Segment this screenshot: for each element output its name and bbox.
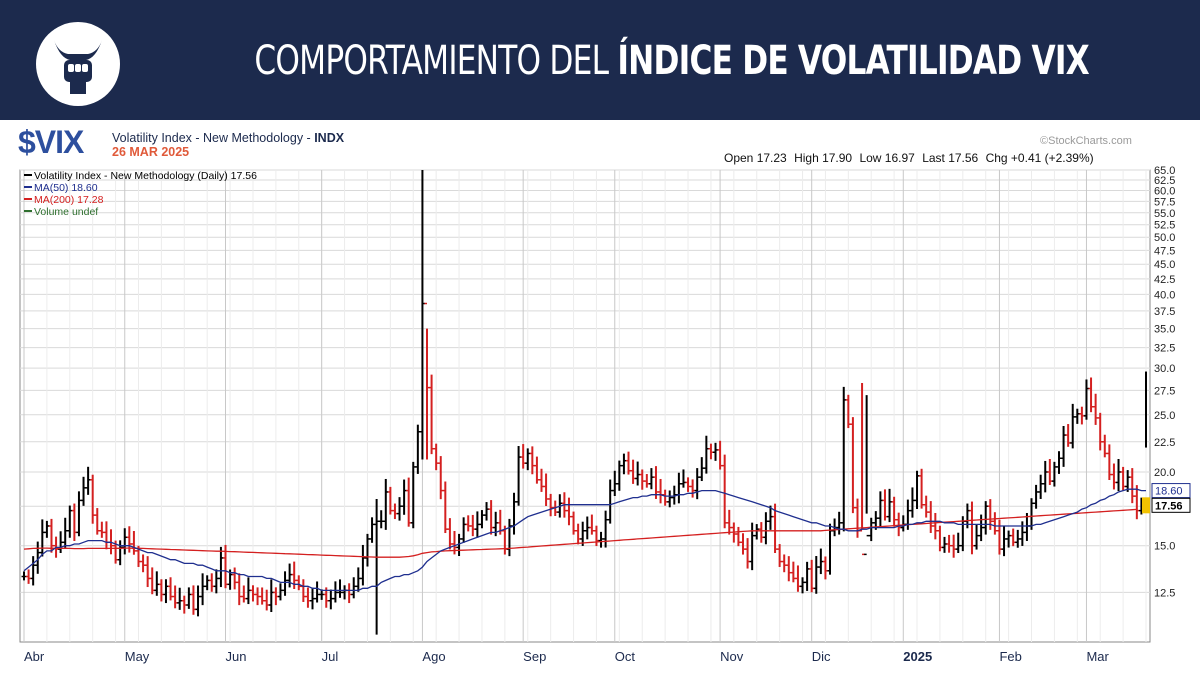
x-tick-label: Jun xyxy=(226,649,247,664)
last-value-box xyxy=(1151,483,1191,499)
y-tick-label: 40.0 xyxy=(1154,289,1175,301)
y-tick-label: 32.5 xyxy=(1154,343,1175,355)
bull-fist-icon xyxy=(36,22,120,106)
x-tick-label: 2025 xyxy=(903,649,932,664)
ticker-symbol: $VIX xyxy=(18,124,84,160)
y-tick-label: 52.5 xyxy=(1154,220,1175,232)
ma200-line xyxy=(23,508,1137,558)
banner-title: COMPORTAMIENTO DEL ÍNDICE DE VOLATILIDAD… xyxy=(254,28,1089,94)
y-tick-label: 30.0 xyxy=(1154,363,1175,375)
x-tick-label: Jul xyxy=(322,649,339,664)
y-tick-label: 47.5 xyxy=(1154,245,1175,257)
y-tick-label: 37.5 xyxy=(1154,306,1175,318)
x-tick-label: Dic xyxy=(812,649,831,664)
vix-price-chart: 12.5 15.0 20.0 22.5 25.0 27.5 30.0 32.5 35.0 37.5… xyxy=(19,165,1191,664)
title-banner: COMPORTAMIENTO DEL ÍNDICE DE VOLATILIDAD… xyxy=(0,0,1200,120)
ma50-line xyxy=(23,488,1146,592)
y-tick-label: 12.5 xyxy=(1154,587,1175,599)
banner-title-bold: ÍNDICE DE VOLATILIDAD VIX xyxy=(617,38,1089,84)
ticker-description: Volatility Index - New Methodology - IND… xyxy=(112,131,344,145)
exchange-label: INDX xyxy=(314,131,345,145)
x-tick-label: Nov xyxy=(720,649,744,664)
y-tick-label: 62.5 xyxy=(1154,175,1175,187)
x-tick-label: Oct xyxy=(615,649,636,664)
change-value: Chg +0.41 (+2.39%) xyxy=(985,151,1094,165)
last-price-marker xyxy=(1142,497,1150,514)
y-tick-label: 55.0 xyxy=(1154,208,1175,220)
last-value: Last 17.56 xyxy=(922,151,979,165)
ohlc-readout: Open 17.23 High 17.90 Low 16.97 Last 17.… xyxy=(724,151,1098,165)
legend-entry: MA(200) 17.28 xyxy=(34,194,104,206)
y-tick-label: 65.0 xyxy=(1154,165,1175,177)
source-credit: ©StockCharts.com xyxy=(1040,135,1132,147)
description-text: Volatility Index - New Methodology - xyxy=(112,131,315,145)
last-value-box xyxy=(1151,497,1191,513)
chart-date: 26 MAR 2025 xyxy=(112,145,190,159)
last-value-label: 17.56 xyxy=(1155,500,1183,512)
y-tick-label: 35.0 xyxy=(1154,324,1175,336)
high-value: High 17.90 xyxy=(794,151,853,165)
plot-frame xyxy=(19,169,1151,643)
banner-title-light: COMPORTAMIENTO DEL xyxy=(254,38,618,84)
x-tick-label: Sep xyxy=(523,649,546,664)
y-tick-label: 15.0 xyxy=(1154,541,1175,553)
x-tick-label: May xyxy=(125,649,150,664)
last-value-label: 18.60 xyxy=(1155,486,1183,498)
open-value: Open 17.23 xyxy=(724,151,787,165)
y-tick-label: 25.0 xyxy=(1154,410,1175,422)
x-tick-label: Abr xyxy=(24,649,45,664)
x-tick-label: Feb xyxy=(999,649,1021,664)
legend-entry: Volume undef xyxy=(34,206,98,218)
y-tick-label: 20.0 xyxy=(1154,467,1175,479)
legend-entry: MA(50) 18.60 xyxy=(34,182,98,194)
y-tick-label: 57.5 xyxy=(1154,196,1175,208)
y-tick-label: 27.5 xyxy=(1154,385,1175,397)
low-value: Low 16.97 xyxy=(859,151,915,165)
y-tick-label: 60.0 xyxy=(1154,186,1175,198)
y-tick-label: 22.5 xyxy=(1154,437,1175,449)
x-tick-label: Ago xyxy=(422,649,445,664)
legend-entry: Volatility Index - New Methodology (Dail… xyxy=(34,170,257,182)
y-tick-label: 42.5 xyxy=(1154,274,1175,286)
y-tick-label: 50.0 xyxy=(1154,232,1175,244)
y-tick-label: 45.0 xyxy=(1154,259,1175,271)
x-tick-label: Mar xyxy=(1086,649,1109,664)
